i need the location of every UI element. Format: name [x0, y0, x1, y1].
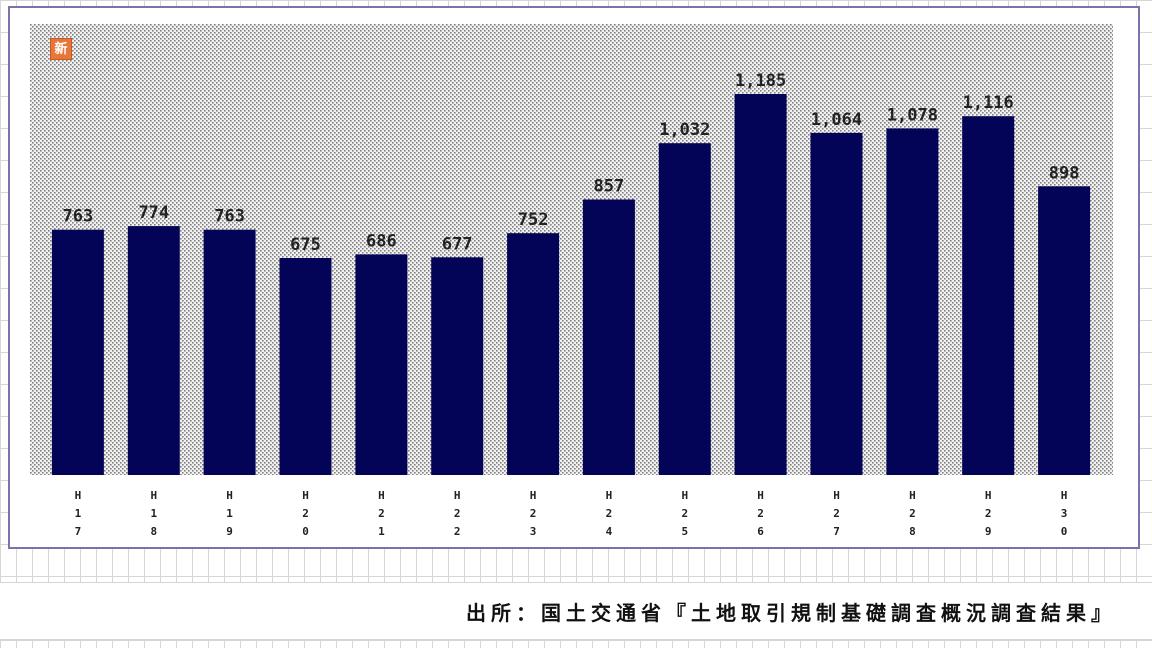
x-ticks-group: H 1 7 H 1 8 H 1 9 H 2 0 H 2 1 H 2 2 H 2 3 H 2 4 H 2 5 H 2 6 H 2 7 H 2 8 H 2 9 H…	[75, 489, 1068, 538]
value-label-H27: 1,064	[811, 110, 862, 130]
value-label-H24: 857	[594, 177, 625, 197]
value-labels-group: 763 774 763 675 686 677 752 857 1,032 1,185 1,064 1…	[63, 71, 1080, 255]
bar-H27	[810, 132, 863, 475]
value-label-H23: 752	[518, 210, 549, 230]
bar-H28	[886, 128, 939, 475]
bar-H18	[127, 226, 180, 475]
value-label-H17: 763	[63, 207, 94, 227]
bar-H26	[734, 94, 787, 475]
value-label-H21: 686	[366, 231, 397, 251]
source-note: 出所：国土交通省『土地取引規制基礎調査概況調査結果』	[466, 601, 1116, 625]
value-label-H25: 1,032	[659, 120, 710, 140]
bar-H22	[431, 257, 484, 475]
bar-H24	[582, 199, 635, 475]
value-label-H29: 1,116	[963, 93, 1014, 113]
bars-group	[51, 94, 1091, 476]
bar-chart: 763 774 763 675 686 677 752 857 1,032 1,185 1,064 1…	[30, 24, 1113, 538]
bar-H19	[203, 229, 256, 475]
chart-frame: 763 774 763 675 686 677 752 857 1,032 1,185 1,064 1…	[8, 6, 1140, 549]
value-label-H20: 675	[290, 235, 321, 255]
bar-H17	[51, 229, 104, 475]
bar-H25	[658, 143, 711, 475]
value-label-H22: 677	[442, 234, 473, 254]
value-label-H19: 763	[214, 207, 245, 227]
value-label-H30: 898	[1049, 163, 1080, 183]
bar-H23	[507, 233, 560, 475]
plot-area	[30, 24, 1113, 475]
value-label-H18: 774	[138, 203, 169, 223]
source-strip: 出所：国土交通省『土地取引規制基礎調査概況調査結果』	[0, 582, 1152, 640]
bar-H29	[962, 116, 1015, 475]
value-label-H28: 1,078	[887, 105, 938, 125]
bar-H21	[355, 254, 408, 475]
bar-H30	[1038, 186, 1091, 476]
new-badge: 新	[50, 38, 72, 60]
value-label-H26: 1,185	[735, 71, 786, 91]
bar-H20	[279, 258, 332, 475]
